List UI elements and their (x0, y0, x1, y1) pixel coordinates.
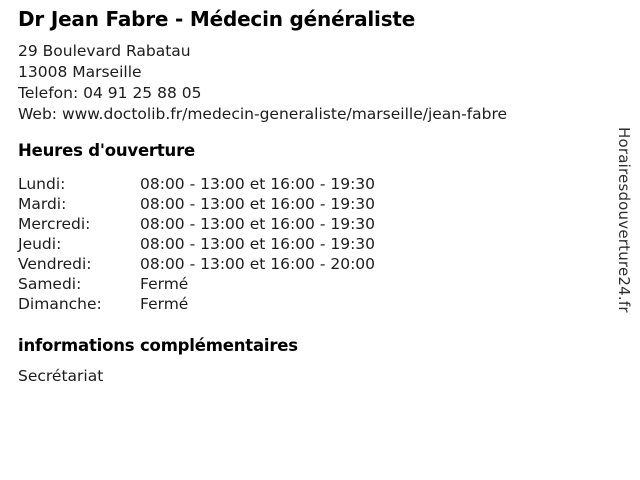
day-hours: 08:00 - 13:00 et 16:00 - 19:30 (140, 195, 376, 213)
day-hours: 08:00 - 13:00 et 16:00 - 19:30 (140, 175, 376, 193)
address-line-1: 29 Boulevard Rabatau (18, 42, 191, 60)
listing-content: Dr Jean Fabre - Médecin généraliste 29 B… (18, 0, 604, 387)
additional-info-heading: informations complémentaires (18, 336, 298, 355)
page-title: Dr Jean Fabre - Médecin généraliste (18, 7, 416, 31)
phone-number: 04 91 25 88 05 (83, 84, 202, 102)
additional-info-text: Secrétariat (18, 367, 104, 385)
day-hours: 08:00 - 13:00 et 16:00 - 19:30 (140, 215, 376, 233)
hours-row-sunday: Dimanche: Fermé (18, 294, 604, 314)
hours-row-thursday: Jeudi: 08:00 - 13:00 et 16:00 - 19:30 (18, 234, 604, 254)
day-hours: Fermé (140, 275, 189, 293)
hours-row-friday: Vendredi: 08:00 - 13:00 et 16:00 - 20:00 (18, 254, 604, 274)
day-label: Jeudi: (18, 235, 62, 253)
day-hours: 08:00 - 13:00 et 16:00 - 20:00 (140, 255, 376, 273)
day-label: Mercredi: (18, 215, 91, 233)
contact-info: 29 Boulevard Rabatau 13008 Marseille Tel… (18, 41, 604, 125)
opening-hours-table: Lundi: 08:00 - 13:00 et 16:00 - 19:30 Ma… (18, 174, 604, 314)
day-hours: 08:00 - 13:00 et 16:00 - 19:30 (140, 235, 376, 253)
web-label: Web: (18, 105, 58, 123)
phone-line: Telefon: 04 91 25 88 05 (18, 83, 604, 104)
day-hours: Fermé (140, 295, 189, 313)
branding-watermark: Horairesdouverture24.fr (615, 127, 633, 313)
day-label: Lundi: (18, 175, 66, 193)
web-url: www.doctolib.fr/medecin-generaliste/mars… (61, 105, 508, 123)
day-label: Mardi: (18, 195, 67, 213)
hours-row-tuesday: Mardi: 08:00 - 13:00 et 16:00 - 19:30 (18, 194, 604, 214)
hours-row-saturday: Samedi: Fermé (18, 274, 604, 294)
address-line-2: 13008 Marseille (18, 63, 142, 81)
opening-hours-heading: Heures d'ouverture (18, 141, 196, 160)
day-label: Dimanche: (18, 295, 102, 313)
day-label: Samedi: (18, 275, 82, 293)
hours-row-monday: Lundi: 08:00 - 13:00 et 16:00 - 19:30 (18, 174, 604, 194)
day-label: Vendredi: (18, 255, 92, 273)
web-line: Web: www.doctolib.fr/medecin-generaliste… (18, 104, 604, 125)
hours-row-wednesday: Mercredi: 08:00 - 13:00 et 16:00 - 19:30 (18, 214, 604, 234)
phone-label: Telefon: (18, 84, 79, 102)
